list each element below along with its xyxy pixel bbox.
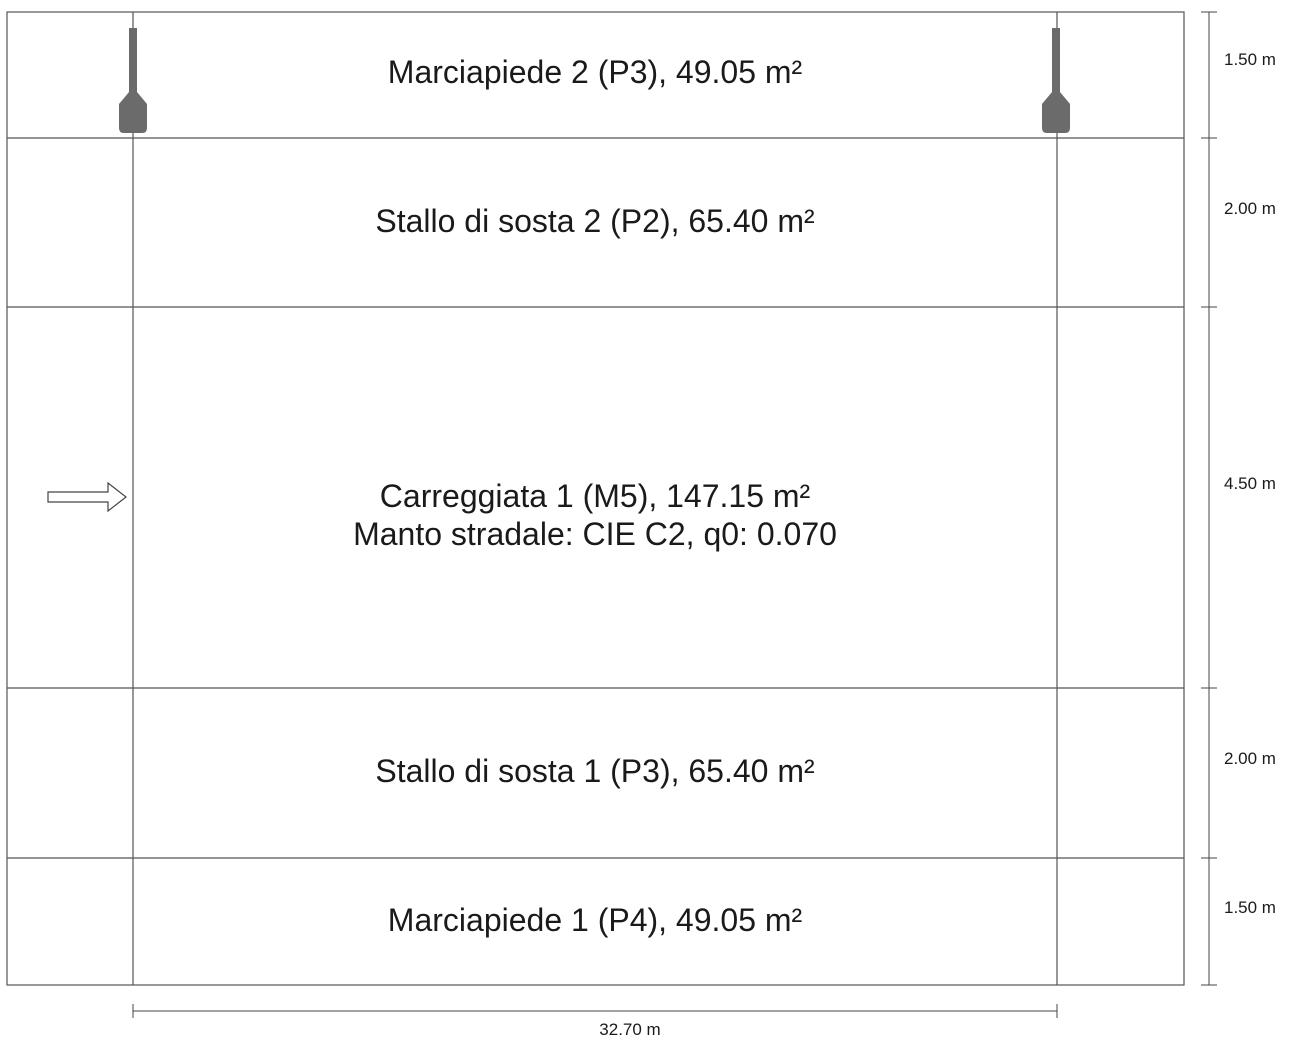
road-outline bbox=[6, 11, 1185, 986]
width-label-marciapiede-2: 1.50 m bbox=[1224, 50, 1276, 69]
zone-label-marciapiede-1: Marciapiede 1 (P4), 49.05 m² bbox=[388, 902, 803, 938]
zone-label-stallo-1: Stallo di sosta 1 (P3), 65.40 m² bbox=[375, 753, 815, 789]
width-label-marciapiede-1: 1.50 m bbox=[1224, 898, 1276, 917]
street-light-pole-icon bbox=[119, 28, 147, 133]
zone-sublabel-carreggiata-1: Manto stradale: CIE C2, q0: 0.070 bbox=[353, 516, 837, 552]
zone-label-carreggiata-1: Carreggiata 1 (M5), 147.15 m² bbox=[380, 478, 811, 514]
length-label: 32.70 m bbox=[599, 1020, 660, 1039]
zone-label-marciapiede-2: Marciapiede 2 (P3), 49.05 m² bbox=[388, 54, 803, 90]
width-label-stallo-1: 2.00 m bbox=[1224, 749, 1276, 768]
width-label-stallo-2: 2.00 m bbox=[1224, 199, 1276, 218]
width-label-carreggiata-1: 4.50 m bbox=[1224, 474, 1276, 493]
zone-label-stallo-2: Stallo di sosta 2 (P2), 65.40 m² bbox=[375, 203, 815, 239]
street-light-pole-icon bbox=[1042, 28, 1070, 133]
traffic-direction-arrow-icon bbox=[47, 481, 127, 513]
